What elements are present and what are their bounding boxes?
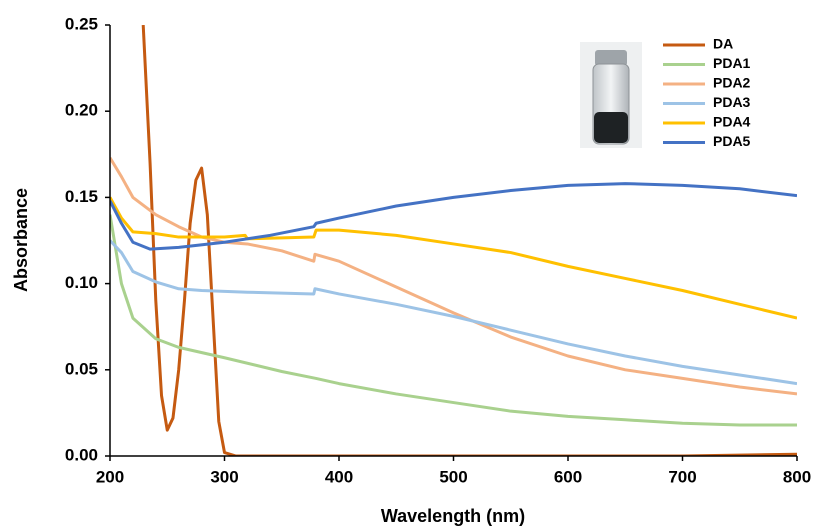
- plot-area: [110, 25, 797, 456]
- y-tick-label: 0.00: [65, 445, 98, 464]
- legend-label: PDA2: [713, 75, 751, 91]
- series-line: [110, 156, 797, 396]
- legend-label: PDA5: [713, 133, 751, 149]
- vial-liquid: [594, 112, 628, 143]
- x-tick-label: 500: [439, 467, 467, 486]
- x-tick-label: 200: [96, 467, 124, 486]
- inset-photo: [580, 42, 642, 148]
- y-tick-label: 0.25: [65, 14, 98, 33]
- series-line: [110, 182, 797, 251]
- legend-label: PDA3: [713, 94, 751, 110]
- legend: DA PDA1 PDA2 PDA3 PDA4 PDA5: [663, 36, 751, 149]
- series-line: [110, 214, 797, 427]
- series-line: [141, 25, 797, 456]
- y-tick-label: 0.20: [65, 101, 98, 120]
- x-tick-label: 300: [210, 467, 238, 486]
- series-line: [110, 196, 797, 320]
- legend-label: PDA4: [713, 114, 751, 130]
- vial-cap: [595, 50, 627, 66]
- legend-label: DA: [713, 36, 733, 52]
- x-tick-label: 600: [554, 467, 582, 486]
- x-axis-title: Wavelength (nm): [381, 506, 525, 526]
- series-line: [110, 239, 797, 386]
- x-tick-label: 800: [783, 467, 811, 486]
- y-tick-label: 0.10: [65, 273, 98, 292]
- y-tick-label: 0.05: [65, 359, 98, 378]
- legend-label: PDA1: [713, 55, 751, 71]
- x-tick-label: 400: [325, 467, 353, 486]
- x-tick-label: 700: [668, 467, 696, 486]
- y-tick-label: 0.15: [65, 187, 98, 206]
- y-axis-title: Absorbance: [11, 188, 31, 292]
